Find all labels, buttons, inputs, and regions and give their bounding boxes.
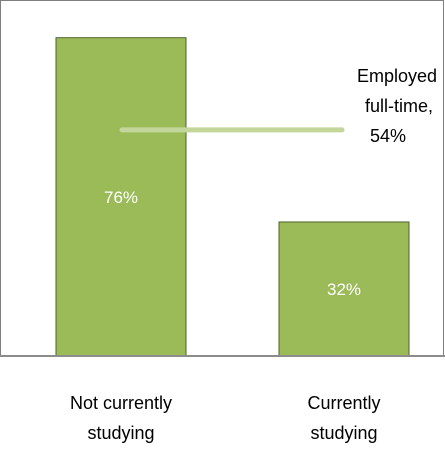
labels-layer: 76% Not currently studying 32% Currently stud… — [70, 188, 381, 443]
bars-layer — [55, 37, 410, 357]
data-label-0: 76% — [104, 188, 138, 207]
data-label-1: 32% — [327, 280, 361, 299]
category-label-1: Currently studying — [307, 393, 380, 443]
bar-0 — [55, 37, 187, 357]
reference-layer: Employed full-time, 54% — [119, 66, 437, 146]
reference-line-label: Employed full-time, 54% — [357, 66, 437, 146]
bar-1 — [278, 221, 410, 357]
category-label-0: Not currently studying — [70, 393, 172, 443]
